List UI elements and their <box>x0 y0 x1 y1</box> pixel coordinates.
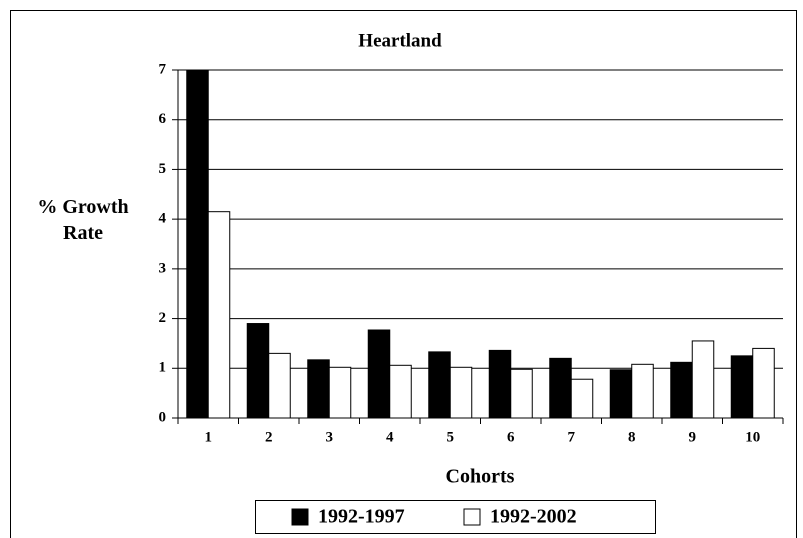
y-tick-label: 3 <box>159 260 167 276</box>
x-tick-label: 5 <box>447 429 455 445</box>
y-axis-label: % Growth Rate <box>37 196 129 244</box>
legend-swatch <box>463 508 481 526</box>
y-tick-label: 2 <box>159 310 167 326</box>
bar <box>328 366 352 419</box>
x-tick-label: 3 <box>326 429 334 445</box>
y-tick-label: 0 <box>159 409 167 425</box>
bar <box>207 211 231 419</box>
x-tick-label: 7 <box>568 429 576 445</box>
legend-swatch <box>291 508 309 526</box>
y-tick-label: 7 <box>159 61 167 77</box>
bar <box>389 364 412 419</box>
bar <box>246 323 270 419</box>
frame <box>10 10 797 538</box>
legend-label: 1992-1997 <box>318 506 405 528</box>
bar <box>449 366 473 419</box>
y-tick-label: 6 <box>159 111 167 127</box>
bar <box>307 359 330 419</box>
legend <box>255 500 656 534</box>
x-tick-label: 9 <box>689 429 697 445</box>
bar <box>631 363 654 419</box>
x-axis-label: Cohorts <box>446 466 515 488</box>
bar <box>609 369 633 419</box>
bar <box>510 368 533 419</box>
bar <box>570 378 594 419</box>
bar <box>367 329 391 419</box>
x-tick-label: 10 <box>745 429 760 445</box>
y-tick-label: 1 <box>159 360 167 376</box>
x-tick-label: 6 <box>507 429 515 445</box>
x-tick-label: 2 <box>265 429 273 445</box>
bar <box>691 340 715 419</box>
bar <box>186 69 209 419</box>
bar <box>730 355 754 419</box>
bar <box>752 347 775 419</box>
legend-label: 1992-2002 <box>490 506 577 528</box>
y-tick-label: 4 <box>159 211 167 227</box>
bar <box>428 351 451 419</box>
x-tick-label: 4 <box>386 429 394 445</box>
bar <box>488 349 512 419</box>
x-tick-label: 8 <box>628 429 636 445</box>
bar <box>268 352 291 419</box>
bar <box>670 361 693 419</box>
x-tick-label: 1 <box>205 429 213 445</box>
y-tick-label: 5 <box>159 161 167 177</box>
bar <box>549 357 572 419</box>
chart-title: Heartland <box>358 30 442 51</box>
